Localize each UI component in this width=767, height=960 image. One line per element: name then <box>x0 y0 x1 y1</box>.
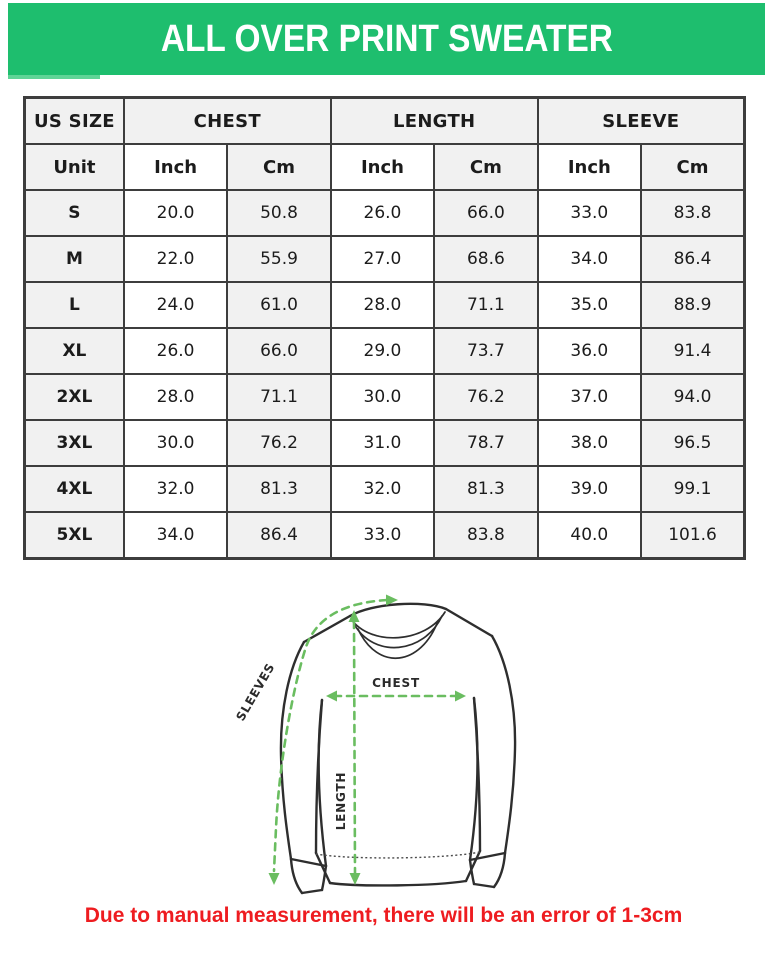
size-table-body: S 20.0 50.8 26.0 66.0 33.0 83.8 M 22.0 55.9 27.0 68… <box>23 189 746 560</box>
banner-accent-strip <box>8 75 100 79</box>
cm-value-cell: 76.2 <box>433 373 539 421</box>
inch-value-cell: 30.0 <box>329 373 436 421</box>
cm-value-cell: 88.9 <box>640 281 746 329</box>
table-row: 4XL 32.0 81.3 32.0 81.3 39.0 99.1 <box>23 465 746 513</box>
sweater-diagram: CHEST SLEEVES LENGTH <box>233 594 517 895</box>
inch-value-cell: 33.0 <box>329 511 436 560</box>
cm-value-cell: 94.0 <box>640 373 746 421</box>
col-header-chest: CHEST <box>122 96 332 145</box>
size-label-cell: 3XL <box>23 419 125 467</box>
length-measure-label: LENGTH <box>334 772 348 831</box>
inch-value-cell: 28.0 <box>329 281 436 329</box>
inch-value-cell: 36.0 <box>536 327 643 375</box>
cm-value-cell: 83.8 <box>640 189 746 237</box>
inch-value-cell: 34.0 <box>122 511 229 560</box>
size-label-cell: 5XL <box>23 511 125 560</box>
size-label-cell: 2XL <box>23 373 125 421</box>
inch-value-cell: 30.0 <box>122 419 229 467</box>
cm-value-cell: 71.1 <box>226 373 332 421</box>
cm-value-cell: 76.2 <box>226 419 332 467</box>
table-row: 3XL 30.0 76.2 31.0 78.7 38.0 96.5 <box>23 419 746 467</box>
inch-value-cell: 37.0 <box>536 373 643 421</box>
title-banner: ALL OVER PRINT SWEATER <box>8 3 765 75</box>
inch-value-cell: 26.0 <box>329 189 436 237</box>
inch-value-cell: 24.0 <box>122 281 229 329</box>
inch-value-cell: 40.0 <box>536 511 643 560</box>
cm-value-cell: 66.0 <box>226 327 332 375</box>
unit-inch-cell: Inch <box>329 143 436 191</box>
size-label-cell: M <box>23 235 125 283</box>
page-title: ALL OVER PRINT SWEATER <box>160 17 613 60</box>
cm-value-cell: 78.7 <box>433 419 539 467</box>
hem-stitch-line <box>315 851 481 859</box>
measurement-arrows <box>272 598 460 875</box>
unit-label-cell: Unit <box>23 143 125 191</box>
col-header-length: LENGTH <box>329 96 539 145</box>
cm-value-cell: 86.4 <box>226 511 332 560</box>
unit-cm-cell: Cm <box>433 143 539 191</box>
inch-value-cell: 28.0 <box>122 373 229 421</box>
cm-value-cell: 91.4 <box>640 327 746 375</box>
inch-value-cell: 29.0 <box>329 327 436 375</box>
inch-value-cell: 20.0 <box>122 189 229 237</box>
cm-value-cell: 101.6 <box>640 511 746 560</box>
cm-value-cell: 73.7 <box>433 327 539 375</box>
inch-value-cell: 34.0 <box>536 235 643 283</box>
sleeve-measure-line <box>272 598 389 873</box>
cm-value-cell: 61.0 <box>226 281 332 329</box>
inch-value-cell: 33.0 <box>536 189 643 237</box>
table-row: 2XL 28.0 71.1 30.0 76.2 37.0 94.0 <box>23 373 746 421</box>
size-chart-table: US SIZE CHEST LENGTH SLEEVE Unit Inch Cm… <box>23 96 746 560</box>
inch-value-cell: 26.0 <box>122 327 229 375</box>
collar-ribbing <box>350 611 446 659</box>
unit-cm-cell: Cm <box>640 143 746 191</box>
cm-value-cell: 86.4 <box>640 235 746 283</box>
table-header-row: US SIZE CHEST LENGTH SLEEVE <box>23 96 746 145</box>
sweater-outline <box>279 602 517 895</box>
arrowheads <box>268 594 466 885</box>
cm-value-cell: 55.9 <box>226 235 332 283</box>
inch-value-cell: 38.0 <box>536 419 643 467</box>
size-label-cell: L <box>23 281 125 329</box>
inch-value-cell: 35.0 <box>536 281 643 329</box>
cm-value-cell: 83.8 <box>433 511 539 560</box>
size-label-cell: S <box>23 189 125 237</box>
inch-value-cell: 31.0 <box>329 419 436 467</box>
sleeves-measure-label: SLEEVES <box>233 661 277 724</box>
size-label-cell: 4XL <box>23 465 125 513</box>
table-row: XL 26.0 66.0 29.0 73.7 36.0 91.4 <box>23 327 746 375</box>
size-label-cell: XL <box>23 327 125 375</box>
unit-inch-cell: Inch <box>122 143 229 191</box>
measurement-disclaimer: Due to manual measurement, there will be… <box>84 904 683 927</box>
cm-value-cell: 68.6 <box>433 235 539 283</box>
cm-value-cell: 81.3 <box>433 465 539 513</box>
table-row: L 24.0 61.0 28.0 71.1 35.0 88.9 <box>23 281 746 329</box>
col-header-us-size: US SIZE <box>23 96 125 145</box>
inch-value-cell: 32.0 <box>122 465 229 513</box>
cm-value-cell: 66.0 <box>433 189 539 237</box>
chest-measure-label: CHEST <box>372 676 420 690</box>
table-row: S 20.0 50.8 26.0 66.0 33.0 83.8 <box>23 189 746 237</box>
cm-value-cell: 71.1 <box>433 281 539 329</box>
unit-row: Unit Inch Cm Inch Cm Inch Cm <box>23 143 746 191</box>
cm-value-cell: 50.8 <box>226 189 332 237</box>
cm-value-cell: 81.3 <box>226 465 332 513</box>
inch-value-cell: 22.0 <box>122 235 229 283</box>
table-row: M 22.0 55.9 27.0 68.6 34.0 86.4 <box>23 235 746 283</box>
col-header-sleeve: SLEEVE <box>536 96 746 145</box>
cm-value-cell: 96.5 <box>640 419 746 467</box>
inch-value-cell: 39.0 <box>536 465 643 513</box>
table-row: 5XL 34.0 86.4 33.0 83.8 40.0 101.6 <box>23 511 746 560</box>
length-measure-line <box>352 619 357 875</box>
unit-cm-cell: Cm <box>226 143 332 191</box>
cm-value-cell: 99.1 <box>640 465 746 513</box>
unit-inch-cell: Inch <box>536 143 643 191</box>
inch-value-cell: 32.0 <box>329 465 436 513</box>
inch-value-cell: 27.0 <box>329 235 436 283</box>
